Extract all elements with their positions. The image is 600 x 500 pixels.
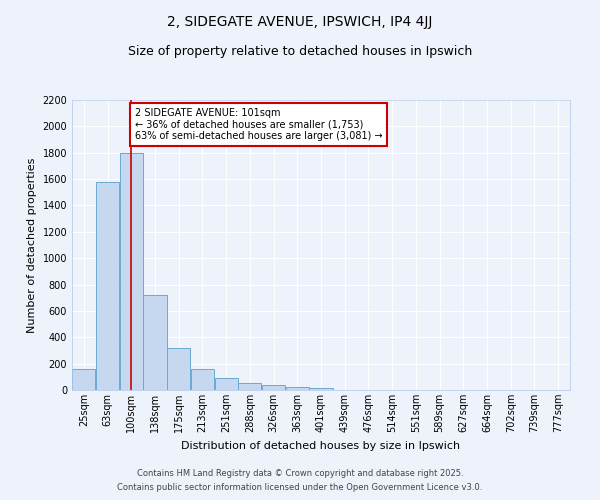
Bar: [120, 152, 143, 390]
Text: Size of property relative to detached houses in Ipswich: Size of property relative to detached ho…: [128, 45, 472, 58]
Text: 2 SIDEGATE AVENUE: 101sqm
← 36% of detached houses are smaller (1,753)
63% of se: 2 SIDEGATE AVENUE: 101sqm ← 36% of detac…: [135, 108, 382, 141]
Bar: [143, 295, 167, 390]
Bar: [310, 388, 332, 390]
Text: Contains HM Land Registry data © Crown copyright and database right 2025.: Contains HM Land Registry data © Crown c…: [137, 468, 463, 477]
Text: Contains public sector information licensed under the Open Government Licence v3: Contains public sector information licen…: [118, 484, 482, 492]
Bar: [73, 369, 95, 390]
Bar: [238, 383, 262, 390]
Bar: [191, 369, 214, 390]
Bar: [286, 388, 309, 390]
Y-axis label: Number of detached properties: Number of detached properties: [27, 158, 37, 332]
Bar: [96, 182, 119, 390]
Bar: [167, 348, 190, 390]
X-axis label: Distribution of detached houses by size in Ipswich: Distribution of detached houses by size …: [181, 440, 461, 450]
Text: 2, SIDEGATE AVENUE, IPSWICH, IP4 4JJ: 2, SIDEGATE AVENUE, IPSWICH, IP4 4JJ: [167, 15, 433, 29]
Bar: [262, 386, 285, 390]
Bar: [215, 378, 238, 390]
